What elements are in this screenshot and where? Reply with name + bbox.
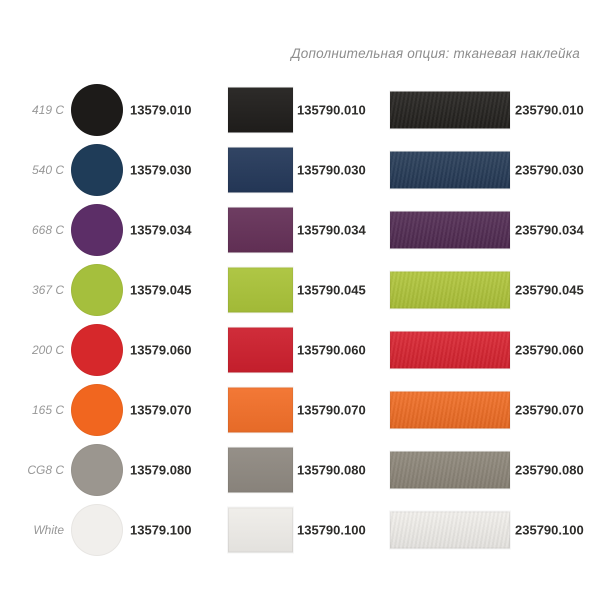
fabric-label-swatch xyxy=(228,387,293,433)
swatch-row: White 13579.100 135790.100 235790.100 xyxy=(0,500,600,560)
fabric-label-code: 135790.010 xyxy=(297,102,366,118)
swatch-row: 200 C 13579.060 135790.060 235790.060 xyxy=(0,320,600,380)
swatch-row: 367 C 13579.045 135790.045 235790.045 xyxy=(0,260,600,320)
fabric-label-swatch xyxy=(228,87,293,133)
swatch-table: 419 C 13579.010 135790.010 235790.010 54… xyxy=(0,80,600,560)
fabric-label-code: 135790.045 xyxy=(297,282,366,298)
ribbon-code: 235790.070 xyxy=(515,402,584,418)
fabric-label-code: 135790.034 xyxy=(297,222,366,238)
circle-swatch xyxy=(71,84,123,136)
circle-swatch xyxy=(71,384,123,436)
circle-swatch xyxy=(71,264,123,316)
circle-swatch xyxy=(71,324,123,376)
circle-swatch-code: 13579.010 xyxy=(130,102,192,118)
fabric-label-swatch xyxy=(228,207,293,253)
swatch-row: CG8 C 13579.080 135790.080 235790.080 xyxy=(0,440,600,500)
fabric-label-code: 135790.070 xyxy=(297,402,366,418)
circle-swatch-code: 13579.060 xyxy=(130,342,192,358)
ribbon-swatch xyxy=(390,331,510,369)
circle-swatch-code: 13579.100 xyxy=(130,522,192,538)
ribbon-swatch xyxy=(390,151,510,189)
ribbon-swatch xyxy=(390,271,510,309)
pantone-label: 668 C xyxy=(31,223,64,237)
circle-swatch-code: 13579.045 xyxy=(130,282,192,298)
pantone-label: 419 C xyxy=(31,103,64,117)
fabric-label-swatch xyxy=(228,447,293,493)
ribbon-code: 235790.030 xyxy=(515,162,584,178)
ribbon-swatch xyxy=(390,211,510,249)
swatch-row: 419 C 13579.010 135790.010 235790.010 xyxy=(0,80,600,140)
ribbon-code: 235790.060 xyxy=(515,342,584,358)
fabric-label-code: 135790.060 xyxy=(297,342,366,358)
fabric-label-swatch xyxy=(228,147,293,193)
ribbon-swatch xyxy=(390,511,510,549)
ribbon-code: 235790.034 xyxy=(515,222,584,238)
circle-swatch-code: 13579.034 xyxy=(130,222,192,238)
circle-swatch xyxy=(71,444,123,496)
fabric-label-code: 135790.030 xyxy=(297,162,366,178)
ribbon-code: 235790.080 xyxy=(515,462,584,478)
fabric-label-code: 135790.100 xyxy=(297,522,366,538)
ribbon-code: 235790.010 xyxy=(515,102,584,118)
swatch-row: 165 C 13579.070 135790.070 235790.070 xyxy=(0,380,600,440)
fabric-label-swatch xyxy=(228,507,293,553)
fabric-label-code: 135790.080 xyxy=(297,462,366,478)
circle-swatch-code: 13579.080 xyxy=(130,462,192,478)
ribbon-code: 235790.100 xyxy=(515,522,584,538)
fabric-label-swatch xyxy=(228,327,293,373)
circle-swatch xyxy=(71,144,123,196)
pantone-label: 540 C xyxy=(31,163,64,177)
swatch-row: 668 C 13579.034 135790.034 235790.034 xyxy=(0,200,600,260)
pantone-label: 200 C xyxy=(31,343,64,357)
ribbon-swatch xyxy=(390,91,510,129)
ribbon-swatch xyxy=(390,391,510,429)
ribbon-code: 235790.045 xyxy=(515,282,584,298)
pantone-label: White xyxy=(33,523,64,537)
circle-swatch xyxy=(71,504,123,556)
circle-swatch xyxy=(71,204,123,256)
circle-swatch-code: 13579.030 xyxy=(130,162,192,178)
ribbon-swatch xyxy=(390,451,510,489)
page-title: Дополнительная опция: тканевая наклейка xyxy=(291,46,580,61)
pantone-label: 367 C xyxy=(31,283,64,297)
circle-swatch-code: 13579.070 xyxy=(130,402,192,418)
fabric-label-swatch xyxy=(228,267,293,313)
swatch-row: 540 C 13579.030 135790.030 235790.030 xyxy=(0,140,600,200)
pantone-label: CG8 C xyxy=(27,463,64,477)
pantone-label: 165 C xyxy=(31,403,64,417)
